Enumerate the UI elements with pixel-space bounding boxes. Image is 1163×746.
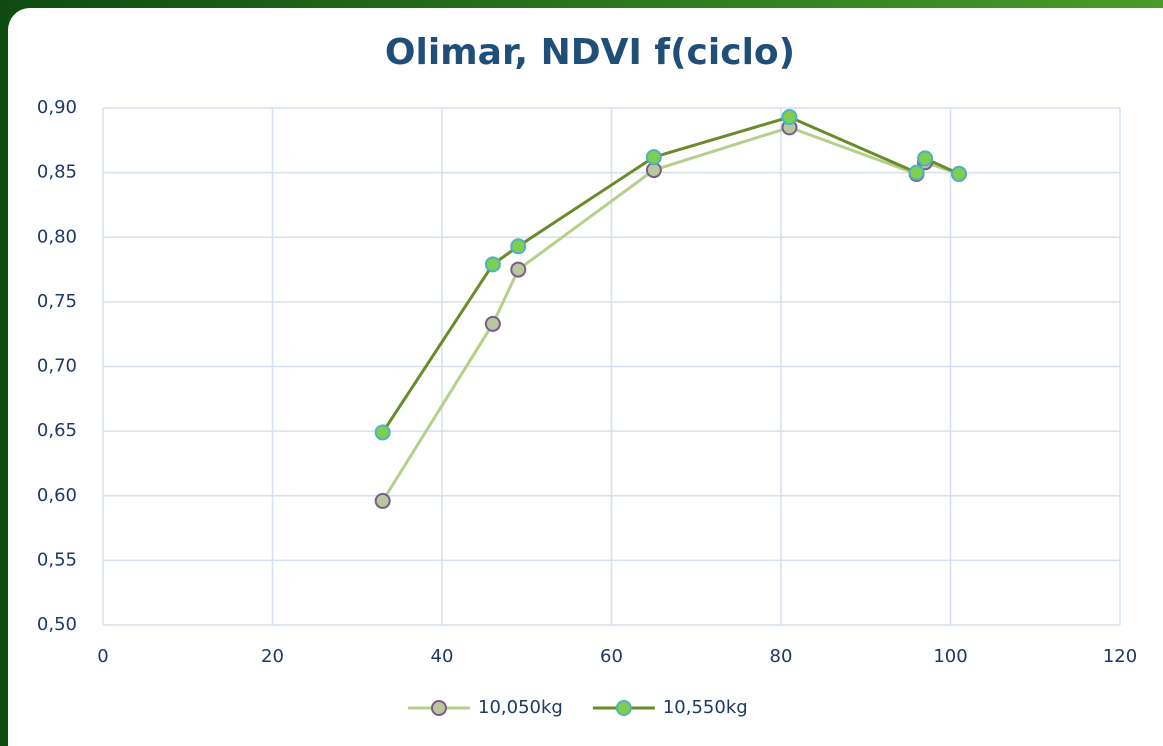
data-point	[645, 162, 662, 179]
data-point	[908, 164, 925, 181]
y-tick-label: 0,65	[37, 420, 77, 441]
data-point	[484, 315, 501, 332]
y-tick-label: 0,50	[37, 614, 77, 635]
data-point	[645, 149, 662, 166]
data-point	[510, 238, 527, 255]
legend-marker	[431, 700, 447, 716]
x-tick-label: 40	[431, 646, 454, 667]
x-tick-label: 80	[770, 646, 793, 667]
x-tick-label: 20	[261, 646, 284, 667]
panel	[8, 8, 1163, 746]
y-tick-label: 0,70	[37, 356, 77, 377]
data-point	[950, 165, 967, 182]
x-tick-label: 100	[933, 646, 967, 667]
y-tick-label: 0,80	[37, 226, 77, 247]
data-point	[484, 256, 501, 273]
data-point	[917, 150, 934, 167]
data-point	[374, 424, 391, 441]
x-tick-label: 0	[97, 646, 108, 667]
y-tick-label: 0,90	[37, 97, 77, 118]
y-tick-label: 0,60	[37, 485, 77, 506]
y-tick-label: 0,75	[37, 291, 77, 312]
data-point	[374, 492, 391, 509]
y-tick-label: 0,55	[37, 549, 77, 570]
y-tick-label: 0,85	[37, 162, 77, 183]
legend-marker	[615, 700, 632, 716]
legend-label: 10,550kg	[663, 697, 748, 718]
data-point	[510, 261, 527, 278]
x-tick-label: 60	[600, 646, 623, 667]
x-tick-label: 120	[1103, 646, 1137, 667]
legend-label: 10,050kg	[478, 697, 563, 718]
data-point	[781, 109, 798, 126]
chart-title: Olimar, NDVI f(ciclo)	[385, 32, 795, 73]
